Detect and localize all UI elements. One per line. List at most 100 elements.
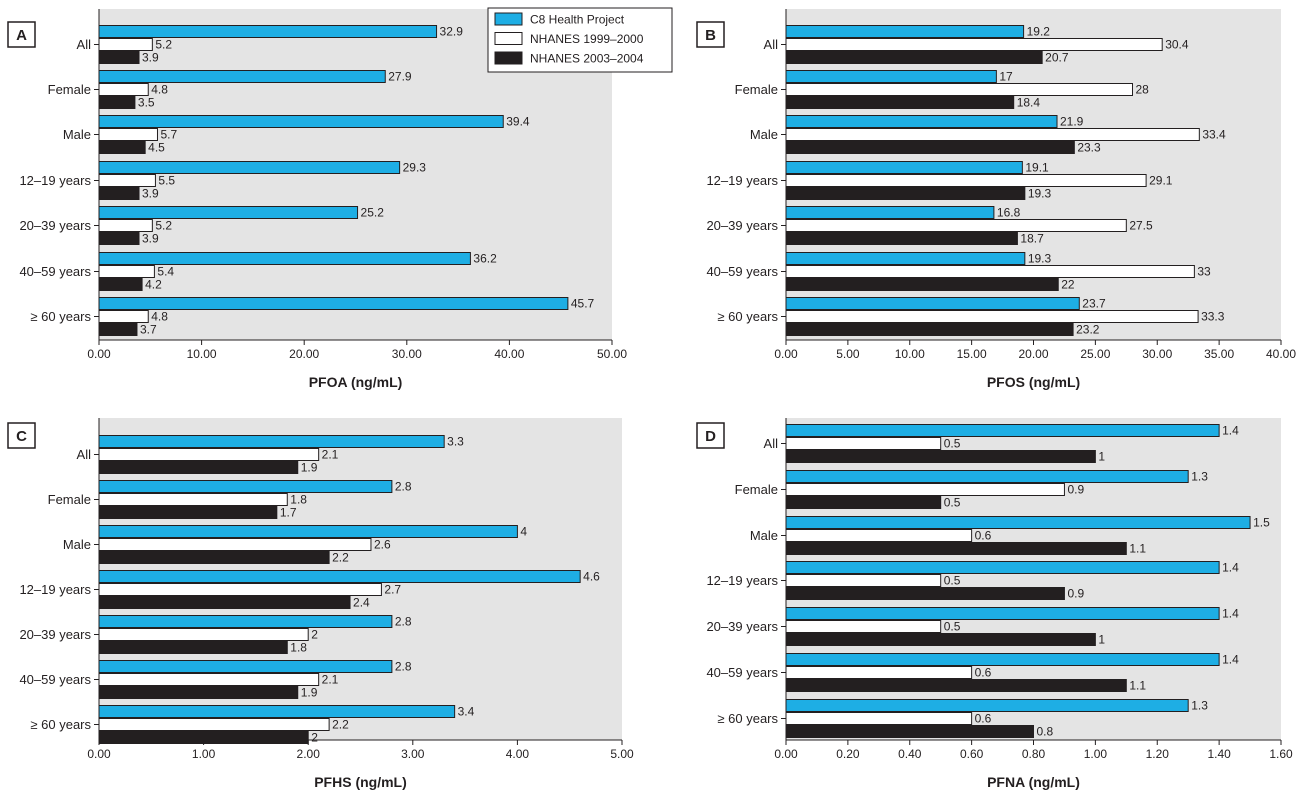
x-tick-label: 1.00 [192, 747, 216, 761]
data-label: 1.8 [290, 493, 307, 507]
legend-label: C8 Health Project [530, 13, 625, 27]
category-label: All [77, 447, 92, 462]
bar [98, 25, 438, 38]
category-label: Female [735, 482, 778, 497]
bar [785, 323, 1074, 336]
x-tick-label: 0.00 [87, 747, 111, 761]
bar [98, 615, 393, 628]
data-label: 4.5 [148, 141, 165, 155]
data-label: 1.4 [1222, 653, 1239, 667]
data-label: 1.4 [1222, 607, 1239, 621]
category-label: 20–39 years [19, 218, 91, 233]
x-tick-label: 0.60 [960, 747, 984, 761]
data-label: 1.5 [1253, 516, 1270, 530]
panel-label: B [705, 27, 716, 44]
bar [785, 25, 1025, 38]
data-label: 20.7 [1045, 51, 1069, 65]
bar [785, 424, 1220, 437]
bar [785, 252, 1026, 265]
bar [785, 161, 1023, 174]
data-label: 30.4 [1165, 38, 1189, 52]
bar [785, 297, 1080, 310]
data-label: 1.7 [280, 506, 297, 520]
bar [785, 70, 997, 83]
data-label: 0.5 [944, 496, 961, 510]
data-label: 22 [1061, 278, 1075, 292]
bar [98, 38, 153, 51]
legend: C8 Health Project NHANES 1999–2000 NHANES … [487, 7, 673, 73]
bar [785, 187, 1026, 200]
panel-label: C [16, 428, 27, 445]
bar [785, 496, 942, 509]
category-label: 40–59 years [706, 264, 778, 279]
bar [785, 141, 1075, 154]
x-tick-label: 0.80 [1022, 747, 1046, 761]
x-axis-title: PFOA (ng/mL) [309, 374, 403, 390]
bar [785, 278, 1059, 291]
data-label: 1.1 [1129, 542, 1146, 556]
data-label: 2.7 [384, 583, 401, 597]
bar [98, 128, 158, 141]
bar [98, 718, 330, 731]
data-label: 3.9 [142, 232, 159, 246]
data-label: 19.3 [1028, 187, 1052, 201]
bar [785, 529, 973, 542]
category-label: Male [63, 537, 91, 552]
bar [785, 679, 1127, 692]
bar [785, 516, 1251, 529]
data-label: 39.4 [506, 115, 530, 129]
bar [98, 310, 149, 323]
bar [785, 219, 1127, 232]
data-label: 1.4 [1222, 561, 1239, 575]
data-label: 2.2 [332, 551, 349, 565]
category-label: 40–59 years [706, 665, 778, 680]
data-label: 3.5 [138, 96, 155, 110]
bar [98, 506, 278, 519]
category-label: All [77, 37, 92, 52]
bar [785, 232, 1018, 245]
x-tick-label: 0.20 [836, 747, 860, 761]
bar [785, 437, 942, 450]
category-label: All [764, 37, 779, 52]
x-tick-label: 20.00 [289, 347, 319, 361]
data-label: 21.9 [1060, 115, 1084, 129]
legend-swatch [494, 12, 523, 26]
bar [98, 538, 372, 551]
panel-label-box [7, 422, 36, 449]
data-label: 25.2 [361, 206, 385, 220]
legend-label: NHANES 2003–2004 [530, 52, 644, 66]
chart-panel-b: 19.2 17 21.9 19.1 16.8 19.3 23.7 30.4 28 33.4 29.1… [696, 9, 1296, 390]
bar [785, 725, 1034, 738]
bar [98, 187, 140, 200]
category-label: Male [750, 127, 778, 142]
bar [785, 265, 1195, 278]
data-label: 0.5 [944, 437, 961, 451]
data-label: 3.9 [142, 51, 159, 65]
data-label: 3.4 [458, 705, 475, 719]
category-label: ≥ 60 years [717, 309, 778, 324]
bar [785, 699, 1189, 712]
chart-panel-c: 3.3 2.8 4 4.6 2.8 2.8 3.4 2.1 1.8 2.6 2.7 2 2.1 2.2 1.… [7, 418, 634, 790]
category-label: 40–59 years [19, 264, 91, 279]
x-tick-label: 35.00 [1204, 347, 1234, 361]
bar [98, 161, 401, 174]
data-label: 1 [1098, 450, 1105, 464]
data-label: 45.7 [571, 297, 595, 311]
bar [98, 252, 471, 265]
data-label: 5.7 [160, 128, 177, 142]
bar [98, 141, 146, 154]
x-tick-label: 20.00 [1018, 347, 1048, 361]
data-label: 27.9 [388, 70, 412, 84]
panel-label: A [16, 27, 27, 44]
data-label: 5.4 [157, 265, 174, 279]
bar [98, 115, 504, 128]
bar [98, 705, 456, 718]
x-tick-label: 5.00 [836, 347, 860, 361]
bar [785, 712, 973, 725]
data-label: 0.5 [944, 620, 961, 634]
data-label: 1.9 [301, 686, 318, 700]
x-tick-label: 10.00 [895, 347, 925, 361]
data-label: 3.9 [142, 187, 159, 201]
panel-label-box [696, 422, 725, 449]
data-label: 1.3 [1191, 699, 1208, 713]
